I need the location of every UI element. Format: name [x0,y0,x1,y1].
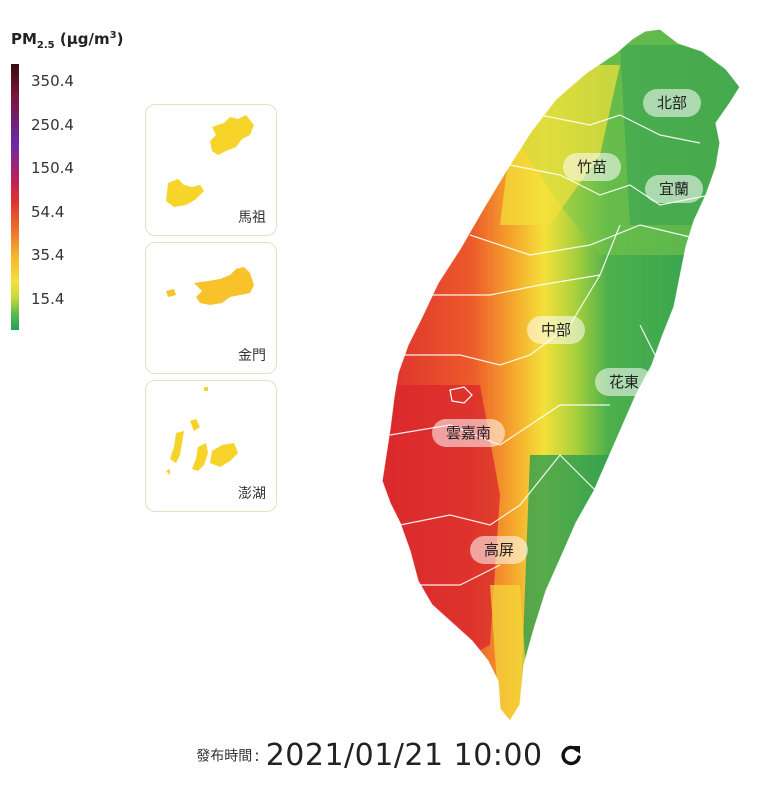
legend-tick: 150.4 [31,159,74,177]
taiwan-map-shape [381,28,741,723]
region-label-north[interactable]: 北部 [643,89,702,117]
publish-time-bar: 發布時間:2021/01/21 10:00 [0,738,780,773]
legend-tick: 250.4 [31,116,74,134]
inset-label-penghu: 澎湖 [238,486,266,502]
taiwan-map[interactable]: 北部 竹苗 宜蘭 中部 花東 雲嘉南 高屏 [360,25,760,729]
penghu-island-shape [166,387,238,475]
inset-label-kinmen: 金門 [238,348,266,364]
region-label-central[interactable]: 中部 [527,316,586,344]
region-label-hualien-taitung[interactable]: 花東 [595,368,654,396]
inset-kinmen[interactable]: 金門 [145,242,277,374]
legend-title: PM2.5 (μg/m3) [11,30,124,51]
region-label-yunlin-chiayi-tainan[interactable]: 雲嘉南 [432,419,506,447]
legend-tick: 15.4 [31,290,65,308]
region-label-hsinchu-miaoli[interactable]: 竹苗 [563,153,622,181]
region-label-kaohsiung-pingtung[interactable]: 高屏 [470,536,529,564]
publish-timestamp: 2021/01/21 10:00 [265,738,543,773]
matsu-island-shape [166,115,254,207]
inset-penghu[interactable]: 澎湖 [145,380,277,512]
publish-time-caption: 發布時間 [196,748,253,765]
region-label-yilan[interactable]: 宜蘭 [645,175,704,203]
legend-tick: 54.4 [31,203,65,221]
legend-tick: 35.4 [31,246,65,264]
inset-label-matsu: 馬祖 [238,210,266,226]
legend-color-bar [11,64,19,330]
publish-time-separator: : [254,746,260,765]
kinmen-island-shape [166,267,254,305]
refresh-icon[interactable] [558,743,584,769]
legend-tick: 350.4 [31,72,74,90]
inset-matsu[interactable]: 馬祖 [145,104,277,236]
